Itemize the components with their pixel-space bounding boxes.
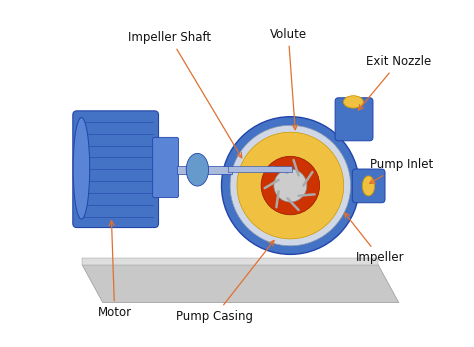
Circle shape (274, 169, 307, 202)
Bar (177, 166, 232, 174)
Ellipse shape (73, 118, 90, 219)
Circle shape (237, 132, 344, 239)
Ellipse shape (186, 153, 209, 186)
FancyBboxPatch shape (335, 98, 373, 141)
Circle shape (230, 125, 351, 246)
Text: Pump Casing: Pump Casing (176, 240, 274, 323)
Polygon shape (82, 265, 399, 303)
Ellipse shape (343, 96, 364, 108)
FancyBboxPatch shape (153, 137, 179, 197)
Circle shape (261, 156, 319, 215)
Polygon shape (82, 258, 378, 265)
Text: Exit Nozzle: Exit Nozzle (358, 55, 431, 110)
Text: Impeller Shaft: Impeller Shaft (128, 31, 242, 158)
FancyBboxPatch shape (73, 111, 158, 228)
Text: Volute: Volute (270, 28, 307, 130)
Text: Impeller: Impeller (345, 213, 404, 264)
Text: Motor: Motor (98, 221, 132, 319)
Bar (228, 166, 292, 172)
Ellipse shape (362, 176, 374, 196)
Text: Pump Inlet: Pump Inlet (370, 158, 433, 184)
FancyBboxPatch shape (352, 169, 385, 203)
Circle shape (221, 117, 359, 254)
